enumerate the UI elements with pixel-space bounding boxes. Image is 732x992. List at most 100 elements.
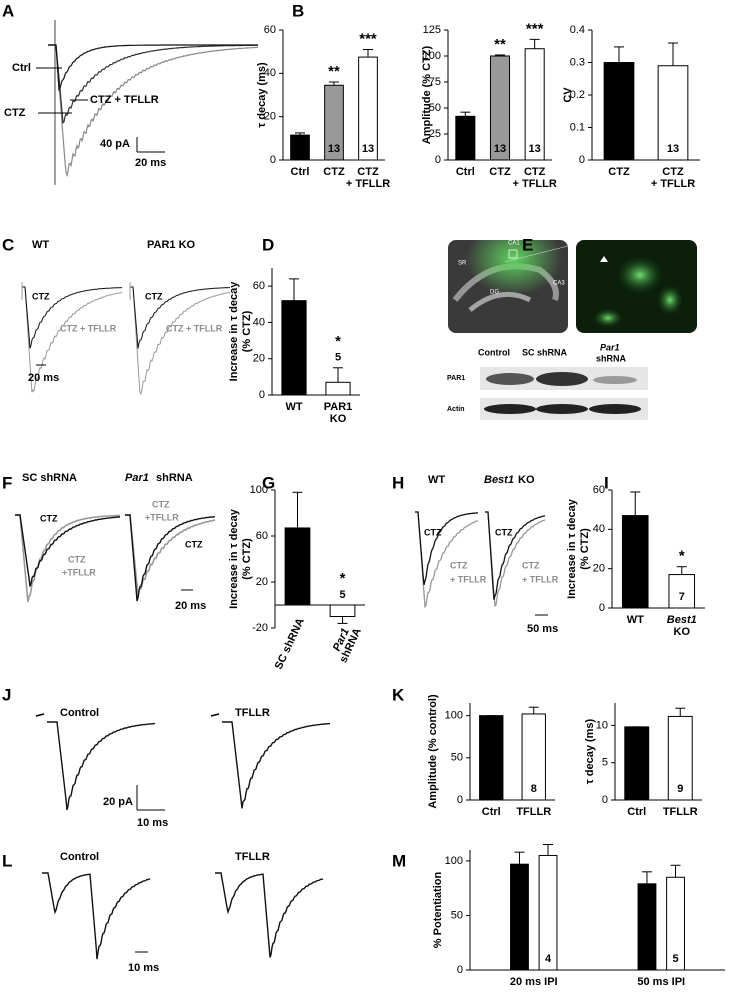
y-tick-label: 20 [264,111,276,123]
label: CTZ [495,527,513,537]
label: + TFLLR [450,574,487,584]
label: shRNA [156,472,193,484]
trace [42,872,151,960]
panel-letter: J [2,685,11,704]
n-label: 13 [613,143,625,155]
trace [15,514,121,587]
label: TFLLR [235,707,270,719]
y-tick-label: 40 [264,67,276,79]
y-axis-label: Increase in τ decay [566,498,578,599]
label: Control [60,851,99,863]
label: shRNA [596,353,627,363]
label: CTZ + TFLLR [166,323,223,333]
trace [485,511,546,608]
y-tick-label: 0 [270,154,276,166]
panel-letter: G [262,473,275,492]
panel-letter: B [292,1,304,20]
n-label: 10 [629,591,641,603]
label: CTZ [522,560,540,570]
significance: * [335,333,341,350]
n-label: 9 [634,783,640,795]
label: CTZ + TFLLR [90,94,159,106]
bar [329,604,356,617]
y-tick-label: 0.1 [570,121,585,133]
x-tick-label: CTZ [524,166,546,178]
y-axis-label: Amplitude (% CTZ) [421,45,433,144]
significance: *** [526,20,544,37]
panel-letter: A [2,1,14,20]
label: CTZ + TFLLR [60,323,117,333]
panel-letter: C [2,235,14,254]
n-label: 9 [677,783,683,795]
label: +TFLLR [62,567,96,577]
trace [47,721,155,811]
trace [48,44,259,178]
trace [22,286,122,349]
label: + TFLLR [522,574,559,584]
trace [210,713,220,717]
panel-letter: E [522,235,533,254]
panel-letter: H [392,473,404,492]
significance: * [679,548,685,565]
n-label: 5 [291,378,297,390]
x-tick-label: SC shRNA [273,616,307,671]
label: 10 ms [137,817,168,829]
x-tick-label: CTZ [489,166,511,178]
bar [284,527,311,606]
n-label: 5 [644,953,650,965]
n-label: 4 [545,953,552,965]
x-tick-label: WT [627,614,644,626]
y-tick-label: 0 [579,154,585,166]
x-tick-label: PAR1 [324,401,353,413]
y-tick-label: 125 [423,24,441,36]
x-tick-label: + TFLLR [651,178,695,190]
label: Par1 [600,342,620,352]
label: CTZ [145,291,163,301]
trace [485,511,546,600]
y-axis-label: (% CTZ) [241,538,253,580]
label: PAR1 KO [147,239,196,251]
n-label: 8 [488,783,494,795]
label: SC shRNA [22,472,77,484]
trace [415,511,479,609]
y-axis-label: τ decay (ms) [256,62,268,128]
y-axis-label: Amplitude (% control) [427,694,439,809]
y-tick-label: 60 [264,24,276,36]
x-tick-label: Ctrl [456,166,475,178]
panel-letter: L [2,851,12,870]
y-tick-label: 0 [602,794,608,806]
trace [15,514,121,602]
label: CTZ [40,513,58,523]
significance: * [340,570,346,587]
y-tick-label: 10 [596,719,608,731]
y-tick-label: 100 [250,484,268,496]
x-tick-label: KO [674,626,691,638]
n-label: 5 [294,588,300,600]
y-tick-label: 0 [435,154,441,166]
label: 40 pA [100,138,130,150]
significance: ** [494,36,506,53]
label: SR [458,261,467,267]
fluorescence-image [576,240,697,333]
y-tick-label: 0 [599,602,605,614]
label: WT [428,474,445,486]
y-tick-label: 0 [457,794,463,806]
label: +TFLLR [145,512,179,522]
label: PAR1 [447,375,465,382]
n-label: 5 [335,352,341,364]
y-tick-label: 20 [593,563,605,575]
x-tick-label: CTZ [662,166,684,178]
y-tick-label: 100 [445,855,463,867]
y-tick-label: 50 [429,102,441,114]
y-tick-label: 40 [253,316,265,328]
bar [657,65,689,161]
label: TFLLR [235,851,270,863]
label: CTZ [185,539,203,549]
x-tick-label: Best1 [667,614,697,626]
n-label: 5 [339,589,345,601]
trace [125,514,215,598]
y-tick-label: 0 [259,389,265,401]
significance: ** [328,63,340,80]
label: CA1 [508,241,520,247]
